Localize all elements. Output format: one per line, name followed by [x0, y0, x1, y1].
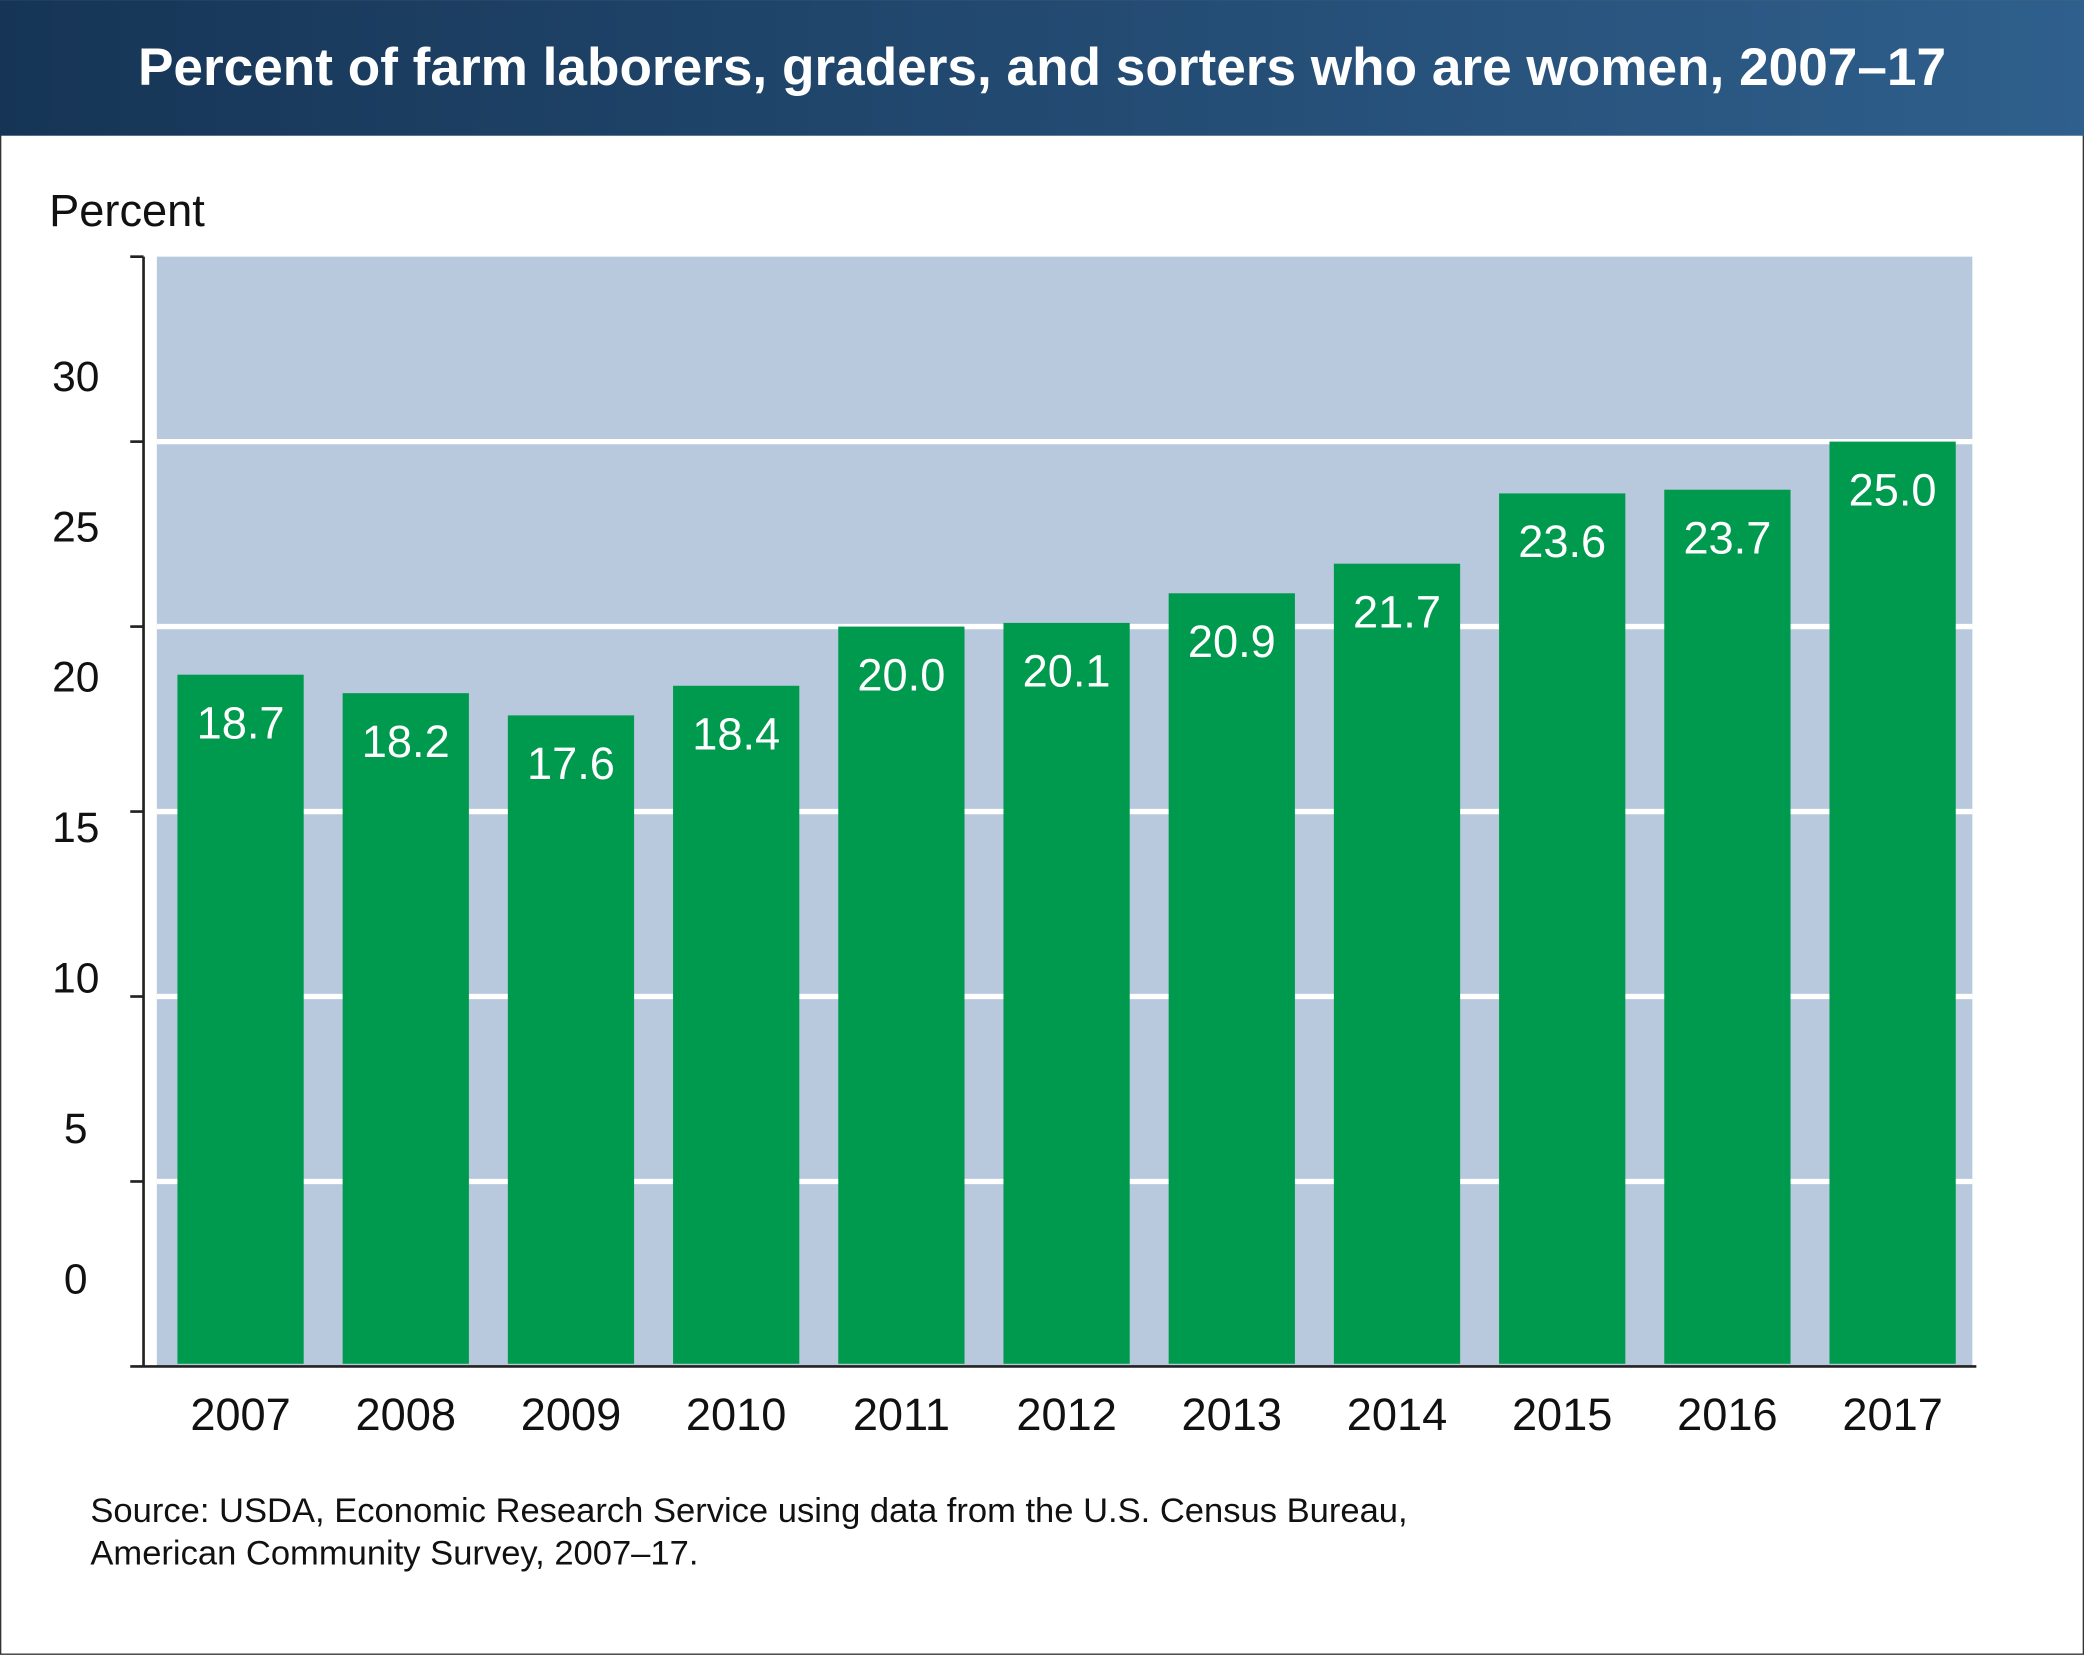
chart-title: Percent of farm laborers, graders, and s… [138, 38, 1946, 97]
data-label-2016: 23.7 [1683, 513, 1771, 564]
y-tick-label: 30 [52, 353, 99, 401]
y-tick-label: 0 [64, 1255, 88, 1303]
data-label-2015: 23.6 [1518, 516, 1606, 567]
x-tick-label: 2016 [1677, 1389, 1778, 1440]
data-label-2017: 25.0 [1849, 464, 1937, 515]
data-label-2012: 20.1 [1023, 646, 1111, 697]
x-tick-label: 2010 [686, 1389, 786, 1440]
data-label-2008: 18.2 [362, 716, 450, 767]
source-line-2: American Community Survey, 2007–17. [90, 1534, 698, 1572]
bar-2007 [177, 674, 304, 1364]
bar-2008 [342, 693, 469, 1364]
bar-2009 [507, 715, 635, 1364]
bar-2011 [838, 626, 965, 1364]
x-tick-label: 2009 [521, 1389, 622, 1440]
x-tick-label: 2015 [1512, 1389, 1613, 1440]
x-tick-label: 2012 [1016, 1389, 1116, 1440]
y-tick-label: 5 [64, 1105, 88, 1153]
x-tick-label: 2013 [1182, 1389, 1283, 1440]
data-label-2011: 20.0 [857, 649, 945, 700]
x-tick-label: 2011 [853, 1389, 950, 1440]
y-axis-label: Percent [49, 185, 205, 236]
y-tick-label: 10 [52, 955, 99, 1003]
bar-2012 [1003, 622, 1130, 1364]
x-tick-label: 2017 [1842, 1389, 1943, 1440]
data-label-2014: 21.7 [1353, 586, 1441, 637]
data-label-2013: 20.9 [1188, 616, 1276, 667]
bar-2017 [1829, 441, 1956, 1364]
title-bar [0, 0, 2084, 136]
x-tick-label: 2014 [1347, 1389, 1448, 1440]
bar-2015 [1499, 493, 1626, 1364]
bar-2010 [673, 685, 800, 1364]
data-label-2010: 18.4 [692, 709, 780, 760]
y-tick-label: 20 [52, 654, 99, 702]
x-tick-label: 2008 [356, 1389, 457, 1440]
x-tick-label: 2007 [190, 1389, 291, 1440]
source-line-1: Source: USDA, Economic Research Service … [90, 1492, 1407, 1530]
bar-2014 [1333, 563, 1461, 1364]
bar-2013 [1168, 593, 1295, 1364]
data-label-2007: 18.7 [197, 697, 285, 748]
y-tick-label: 25 [52, 503, 99, 551]
data-label-2009: 17.6 [527, 738, 615, 789]
bar-2016 [1664, 489, 1791, 1364]
y-tick-label: 15 [52, 804, 99, 852]
